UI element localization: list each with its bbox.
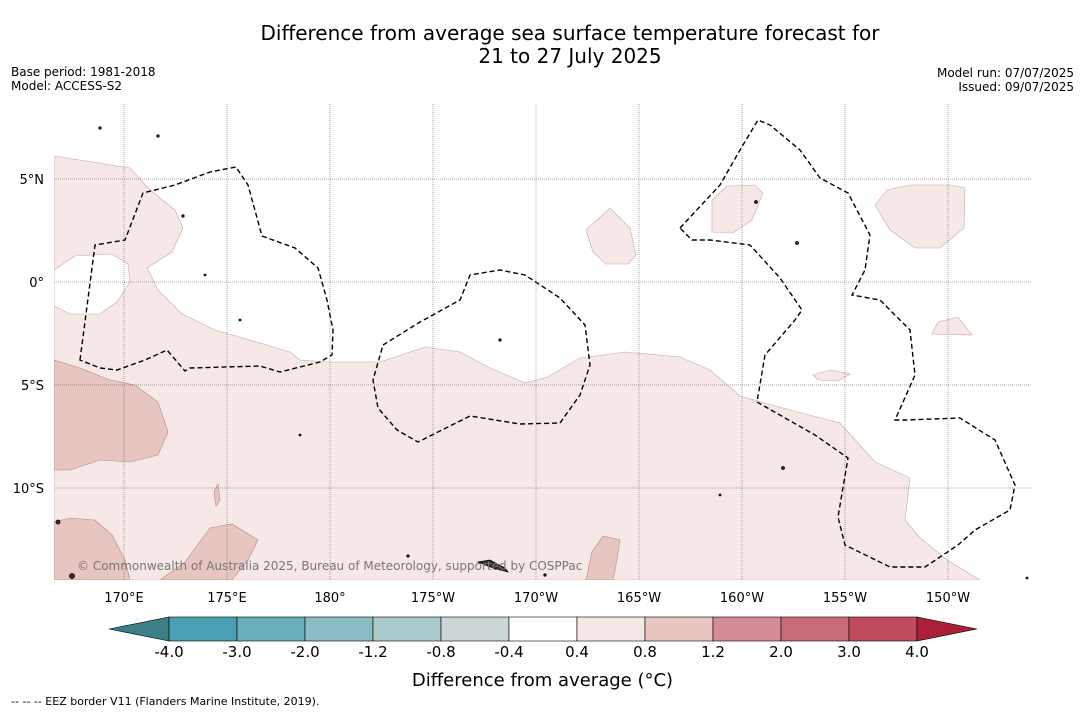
meta-left: Base period: 1981-2018 Model: ACCESS-S2 [11,65,156,93]
colorbar-tick-label: -0.4 [494,643,524,661]
colorbar-extend-below [108,616,170,642]
anomaly-region-warm-south [159,523,259,580]
anomaly-fields [54,155,981,580]
map-title: Difference from average sea surface temp… [0,22,1085,68]
model-run: Model run: 07/07/2025 [936,66,1074,80]
colorbar-tick-label: -0.8 [426,643,456,661]
eez-border [79,166,334,373]
colorbar [108,616,978,642]
island [718,493,722,497]
graticule [54,104,1031,580]
island [754,200,758,204]
island [69,573,75,579]
eez-borders [79,119,1016,568]
eez-border [372,269,591,443]
base-period: Base period: 1981-2018 [11,65,156,79]
lon-label: 165°W [617,591,661,606]
lon-label: 170°W [514,591,558,606]
colorbar-extend-above [916,616,978,642]
anomaly-region-light-main [54,155,981,580]
colorbar-bin [780,616,850,642]
island [55,519,61,525]
colorbar-bin [236,616,306,642]
lon-label: 180° [314,591,345,606]
anomaly-region-patch-2 [711,184,764,234]
colorbar-tick-label: -2.0 [290,643,320,661]
colorbar-bin [372,616,442,642]
colorbar-title: Difference from average (°C) [411,670,674,691]
lat-label: 5°N [20,173,45,188]
anomaly-region-warm-west [54,359,169,471]
colorbar-tick-label: 4.0 [905,643,929,661]
anomaly-region-patch-5 [812,369,851,382]
colorbar-tick-label: 1.2 [701,643,725,661]
island [543,573,547,577]
islands [55,126,1029,580]
lon-label: 175°E [207,591,247,606]
island [476,559,510,573]
colorbar-bin [168,616,238,642]
island [1025,576,1029,580]
colorbar-tick-label: 0.8 [633,643,657,661]
island [298,433,302,437]
island [406,554,410,558]
colorbar-tick-label: 3.0 [837,643,861,661]
colorbar-tick-label: 2.0 [769,643,793,661]
title-line-2: 21 to 27 July 2025 [478,44,662,68]
longitude-labels: 170°E 175°E 180° 175°W 170°W 165°W 160°W… [104,591,970,606]
island [156,134,160,138]
issued-date: Issued: 09/07/2025 [958,80,1074,94]
lat-label: 0° [29,276,44,291]
colorbar-tick-label: -1.2 [358,643,388,661]
lon-label: 170°E [104,591,144,606]
colorbar-bin [508,616,578,642]
colorbar-bin [576,616,646,642]
island [795,241,799,245]
colorbar-tick-label: -3.0 [222,643,252,661]
colorbar-bin [712,616,782,642]
lat-label: 10°S [13,482,44,497]
island [98,126,102,130]
title-line-1: Difference from average sea surface temp… [260,21,880,45]
meta-right: Model run: 07/07/2025 Issued: 09/07/2025 [937,66,1074,94]
island [498,338,502,342]
colorbar-bin [440,616,510,642]
latitude-labels: 5°N 0° 5°S 10°S [13,173,44,497]
lon-label: 160°W [720,591,764,606]
colorbar-bin [644,616,714,642]
eez-legend-note: -- -- -- EEZ border V11 (Flanders Marine… [11,695,320,708]
colorbar-tick-label: 0.4 [565,643,589,661]
island [203,273,207,277]
colorbar-bin [848,616,918,642]
lon-label: 150°W [926,591,970,606]
anomaly-region-patch-4 [931,316,973,336]
colorbar-bin [304,616,374,642]
model-name: Model: ACCESS-S2 [11,79,123,93]
eez-border [679,119,1016,568]
island [238,318,242,322]
island [781,466,785,470]
lon-label: 175°W [411,591,455,606]
lon-label: 155°W [823,591,867,606]
anomaly-region-patch-3 [874,184,966,249]
island [181,214,185,218]
anomaly-region-warm-southeast [585,535,621,580]
anomaly-region-warm-southwest [54,517,131,580]
lat-label: 5°S [21,379,44,394]
copyright-text: © Commonwealth of Australia 2025, Bureau… [77,559,582,573]
anomaly-region-warm-sliver [213,482,221,507]
anomaly-region-patch-1 [585,207,637,265]
colorbar-tick-label: -4.0 [154,643,184,661]
